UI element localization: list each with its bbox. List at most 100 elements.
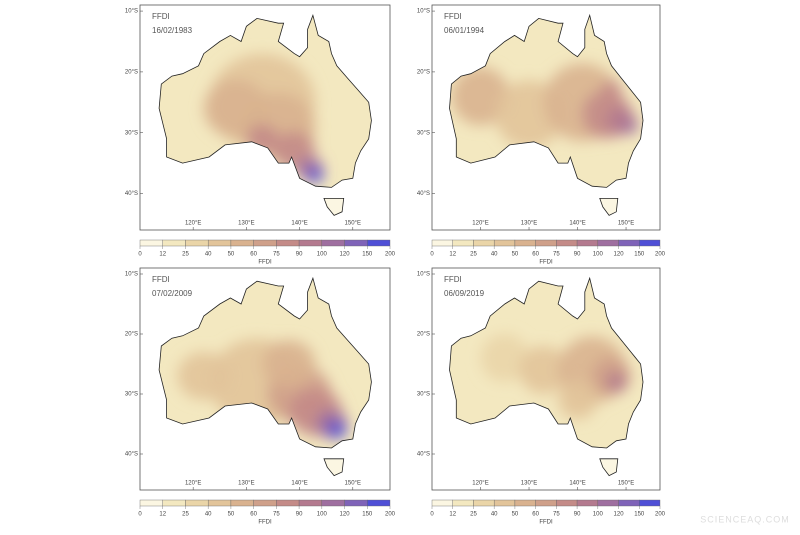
colorbar-tick-label: 50 [228, 512, 235, 518]
colorbar-swatch [514, 499, 536, 507]
fire-danger-area [307, 167, 324, 183]
colorbar-swatch [367, 499, 391, 507]
colorbar-tick-label: 25 [470, 252, 477, 258]
colorbar-tick-label: 12 [449, 252, 456, 258]
lon-label: 140°E [569, 481, 585, 487]
coastline [158, 13, 372, 188]
fire-danger-field [480, 334, 631, 420]
map-panel: FFDI 16/02/1983 10°S 20°S 30°S 40°S 120°E 130°E… [125, 4, 396, 266]
coastline [323, 458, 345, 477]
land [599, 458, 618, 476]
colorbar-tick-label: 25 [182, 512, 189, 518]
colorbar-label: FFDI [539, 520, 553, 526]
lon-label: 120°E [185, 481, 201, 487]
colorbar-tick-label: 150 [362, 252, 373, 258]
colorbar-swatch [253, 499, 277, 507]
lat-label: 20°S [417, 69, 430, 75]
lat-label: 40°S [417, 452, 430, 458]
colorbar-tick-label: 90 [574, 252, 581, 258]
lon-label: 120°E [472, 481, 488, 487]
colorbar-tick-label: 50 [228, 252, 235, 258]
fire-danger-area [451, 67, 510, 126]
panel-date: 16/02/1983 [152, 26, 193, 35]
colorbar-tick-label: 12 [159, 512, 166, 518]
colorbar-swatch [618, 239, 640, 247]
colorbar-tick-label: 12 [159, 252, 166, 258]
colorbar-tick-label: 0 [138, 252, 142, 258]
colorbar-tick-label: 25 [182, 252, 189, 258]
lon-label: 140°E [569, 221, 585, 227]
lat-label: 20°S [125, 69, 138, 75]
lat-label: 20°S [417, 332, 430, 338]
colorbar-tick-label: 200 [655, 252, 666, 258]
coastline [599, 197, 619, 216]
colorbar-swatch [276, 499, 300, 507]
lat-label: 30°S [417, 130, 430, 136]
field-blur [480, 334, 631, 420]
colorbar-swatch [452, 499, 474, 507]
lat-label: 30°S [125, 392, 138, 398]
colorbar-swatch [556, 499, 578, 507]
panel-label: FFDI [152, 275, 170, 284]
colorbar-tick-label: 120 [614, 512, 625, 518]
lon-label: 140°E [291, 221, 307, 227]
lon-label: 130°E [238, 481, 254, 487]
colorbar-swatch [618, 499, 640, 507]
colorbar-swatch [597, 499, 619, 507]
colorbar-swatch [473, 239, 495, 247]
lat-label: 10°S [125, 272, 138, 278]
lat-label: 30°S [417, 392, 430, 398]
colorbar-tick-label: 40 [491, 512, 498, 518]
colorbar-swatch [321, 239, 345, 247]
colorbar-tick-label: 120 [340, 512, 351, 518]
colorbar-swatch [367, 239, 391, 247]
coastline [449, 276, 644, 449]
map-panel: FFDI 06/01/1994 10°S 20°S 30°S 40°S 120°E 130°E… [417, 4, 666, 266]
fire-danger-area [558, 380, 597, 420]
lon-label: 130°E [521, 481, 537, 487]
lon-label: 150°E [618, 481, 634, 487]
colorbar-tick-label: 60 [532, 252, 539, 258]
panel-label: FFDI [444, 12, 462, 21]
colorbar-tick-label: 60 [532, 512, 539, 518]
coastline [599, 458, 619, 477]
colorbar-swatch [253, 239, 277, 247]
panel-label: FFDI [152, 12, 170, 21]
colorbar-swatch [298, 239, 323, 247]
fire-danger-field [177, 338, 348, 439]
colorbar-swatch [452, 239, 474, 247]
lat-label: 10°S [417, 9, 430, 15]
colorbar-tick-label: 90 [574, 512, 581, 518]
colorbar-swatch [493, 239, 516, 247]
colorbar-swatch [185, 499, 209, 507]
colorbar-swatch [535, 239, 557, 247]
colorbar-label: FFDI [258, 520, 272, 526]
lat-label: 40°S [125, 452, 138, 458]
fire-danger-area [601, 80, 622, 100]
colorbar-tick-label: 150 [362, 512, 373, 518]
lon-label: 150°E [345, 221, 361, 227]
colorbar-swatch [639, 239, 661, 247]
colorbar-swatch [576, 239, 599, 247]
colorbar-swatch [493, 499, 516, 507]
colorbar-swatch [473, 499, 495, 507]
colorbar-swatch [639, 499, 661, 507]
colorbar-tick-label: 150 [634, 252, 645, 258]
panel-date: 06/09/2019 [444, 289, 485, 298]
fire-danger-area [262, 340, 316, 388]
colorbar-swatch [431, 239, 453, 247]
colorbar-swatch [207, 239, 232, 247]
colorbar-swatch [298, 499, 323, 507]
colorbar-tick-label: 50 [512, 512, 519, 518]
colorbar-tick-label: 40 [205, 512, 212, 518]
map-panel: FFDI 06/09/2019 10°S 20°S 30°S 40°S 120°E 130°E… [417, 267, 666, 526]
watermark: SCIENCEAQ.COM [700, 514, 790, 524]
colorbar-tick-label: 75 [553, 252, 560, 258]
colorbar-tick-label: 100 [317, 512, 328, 518]
colorbar-swatch [556, 239, 578, 247]
map-panel: FFDI 07/02/2009 10°S 20°S 30°S 40°S 120°E 130°E… [125, 267, 396, 526]
colorbar-tick-label: 90 [296, 512, 303, 518]
field-blur [177, 338, 348, 439]
lon-label: 150°E [345, 481, 361, 487]
land [324, 458, 344, 476]
